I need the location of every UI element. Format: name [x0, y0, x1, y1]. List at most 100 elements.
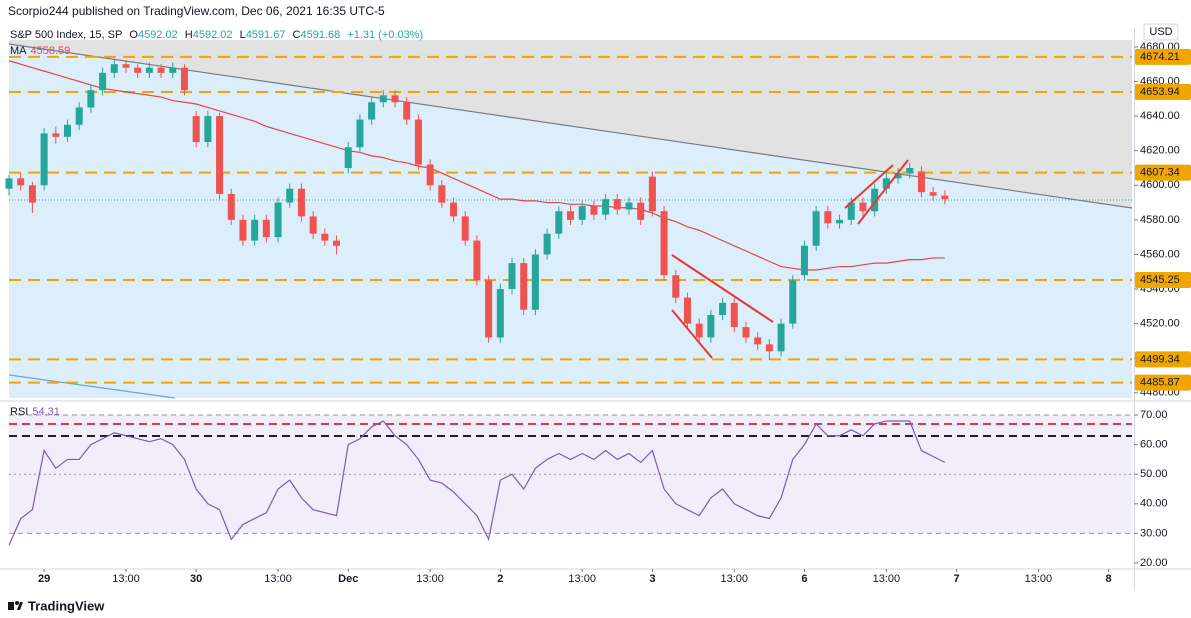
candle-body: [251, 219, 259, 241]
candle-body: [765, 344, 773, 352]
candle-body: [637, 202, 645, 220]
pattern-line: [857, 159, 909, 225]
x-tick-label: 7: [953, 573, 959, 585]
candle-body: [110, 64, 118, 73]
candle-body: [555, 211, 563, 234]
rsi-tick-label: 70.00: [1140, 409, 1168, 421]
x-tick-label: 2: [497, 573, 503, 585]
candle-body: [204, 116, 212, 143]
candle-body: [239, 219, 247, 241]
candle-body: [812, 211, 820, 246]
candle-body: [28, 185, 36, 203]
level-label-box: [1135, 48, 1191, 65]
candle-body: [929, 192, 937, 196]
rsi-legend: RSI 54.31: [10, 406, 64, 418]
candle-body: [192, 116, 200, 143]
rsi-tick-label: 50.00: [1140, 468, 1168, 480]
level-label-box: [1135, 83, 1191, 100]
candle-body: [543, 233, 551, 255]
candle-body: [578, 206, 586, 220]
candle-body: [274, 202, 282, 238]
candle-body: [508, 263, 516, 290]
candle-body: [894, 173, 902, 179]
candle-body: [414, 119, 422, 165]
level-label: 4674.21: [1140, 51, 1180, 63]
pattern-line: [844, 164, 894, 209]
candle-body: [227, 193, 235, 220]
candle-body: [719, 302, 727, 315]
candle-body: [531, 254, 539, 310]
candle-body: [660, 211, 668, 276]
rsi-tick-label: 30.00: [1140, 527, 1168, 539]
candle-body: [145, 67, 153, 73]
ma-legend: MA 4558.59: [10, 45, 74, 57]
rsi-tick-label: 60.00: [1140, 439, 1168, 451]
candle-body: [473, 240, 481, 281]
candle-body: [426, 164, 434, 186]
candle-body: [356, 119, 364, 148]
logo: [8, 601, 23, 610]
candle-body: [754, 337, 762, 345]
x-tick-label: 13:00: [416, 573, 444, 585]
candle-body: [567, 211, 574, 220]
rsi-tick-label: 40.00: [1140, 498, 1168, 510]
candle-body: [730, 302, 738, 328]
candle-body: [777, 323, 785, 352]
x-tick-label: 13:00: [721, 573, 749, 585]
candle-body: [75, 107, 83, 125]
candle-body: [742, 327, 750, 338]
currency-box: [1143, 23, 1179, 41]
q-value: 4591.68: [300, 29, 341, 41]
x-tick-label: 13:00: [264, 573, 292, 585]
x-tick-label: 3: [649, 573, 655, 585]
candle-body: [5, 178, 13, 189]
candle-body: [286, 188, 294, 203]
candle-body: [309, 216, 317, 234]
ma-name: MA: [10, 45, 27, 57]
x-tick-label: 29: [38, 573, 50, 585]
pattern-line: [671, 254, 774, 323]
candle-body: [613, 199, 621, 210]
level-label: 4545.25: [1140, 274, 1180, 286]
level-label: 4485.87: [1140, 377, 1180, 389]
level-label: 4607.34: [1140, 166, 1180, 178]
candle-body: [169, 67, 177, 73]
candle-body: [321, 233, 329, 241]
candle-body: [99, 72, 107, 91]
ma-line: [8, 60, 945, 271]
candle-body: [602, 199, 610, 215]
y-tick-label: 4600.00: [1140, 179, 1180, 191]
y-tick-label: 4560.00: [1140, 248, 1180, 260]
q-key: C: [292, 29, 301, 41]
candle-body: [906, 167, 914, 174]
candle-body: [824, 211, 832, 224]
candle-body: [403, 102, 411, 120]
q-key: H: [184, 29, 193, 41]
pattern-line: [671, 309, 713, 359]
trendline: [8, 374, 176, 399]
candle-body: [391, 95, 399, 103]
candle-body: [520, 263, 528, 310]
candle-body: [450, 202, 458, 217]
x-tick-label: 30: [190, 573, 202, 585]
candle-body: [871, 188, 879, 212]
pattern-lines: [671, 159, 909, 359]
y-tick-label: 4520.00: [1140, 318, 1180, 330]
rsi-tick-label: 20.00: [1140, 557, 1168, 569]
x-tick-label: 8: [1106, 573, 1112, 585]
candle-body: [800, 245, 808, 276]
candle-body: [941, 195, 949, 200]
x-tick-label: 13:00: [112, 573, 140, 585]
candle-body: [157, 67, 165, 73]
level-label: 4653.94: [1140, 86, 1180, 98]
level-label-box: [1135, 374, 1191, 391]
candle-body: [262, 219, 270, 238]
candle-body: [134, 67, 142, 73]
q-change: +1.31 (+0.03%): [347, 29, 424, 41]
level-label-box: [1135, 351, 1191, 368]
candle-body: [859, 202, 867, 212]
candle-body: [789, 280, 797, 324]
candle-body: [368, 102, 376, 120]
candle-body: [438, 185, 446, 203]
q-value: 4591.67: [245, 29, 286, 41]
